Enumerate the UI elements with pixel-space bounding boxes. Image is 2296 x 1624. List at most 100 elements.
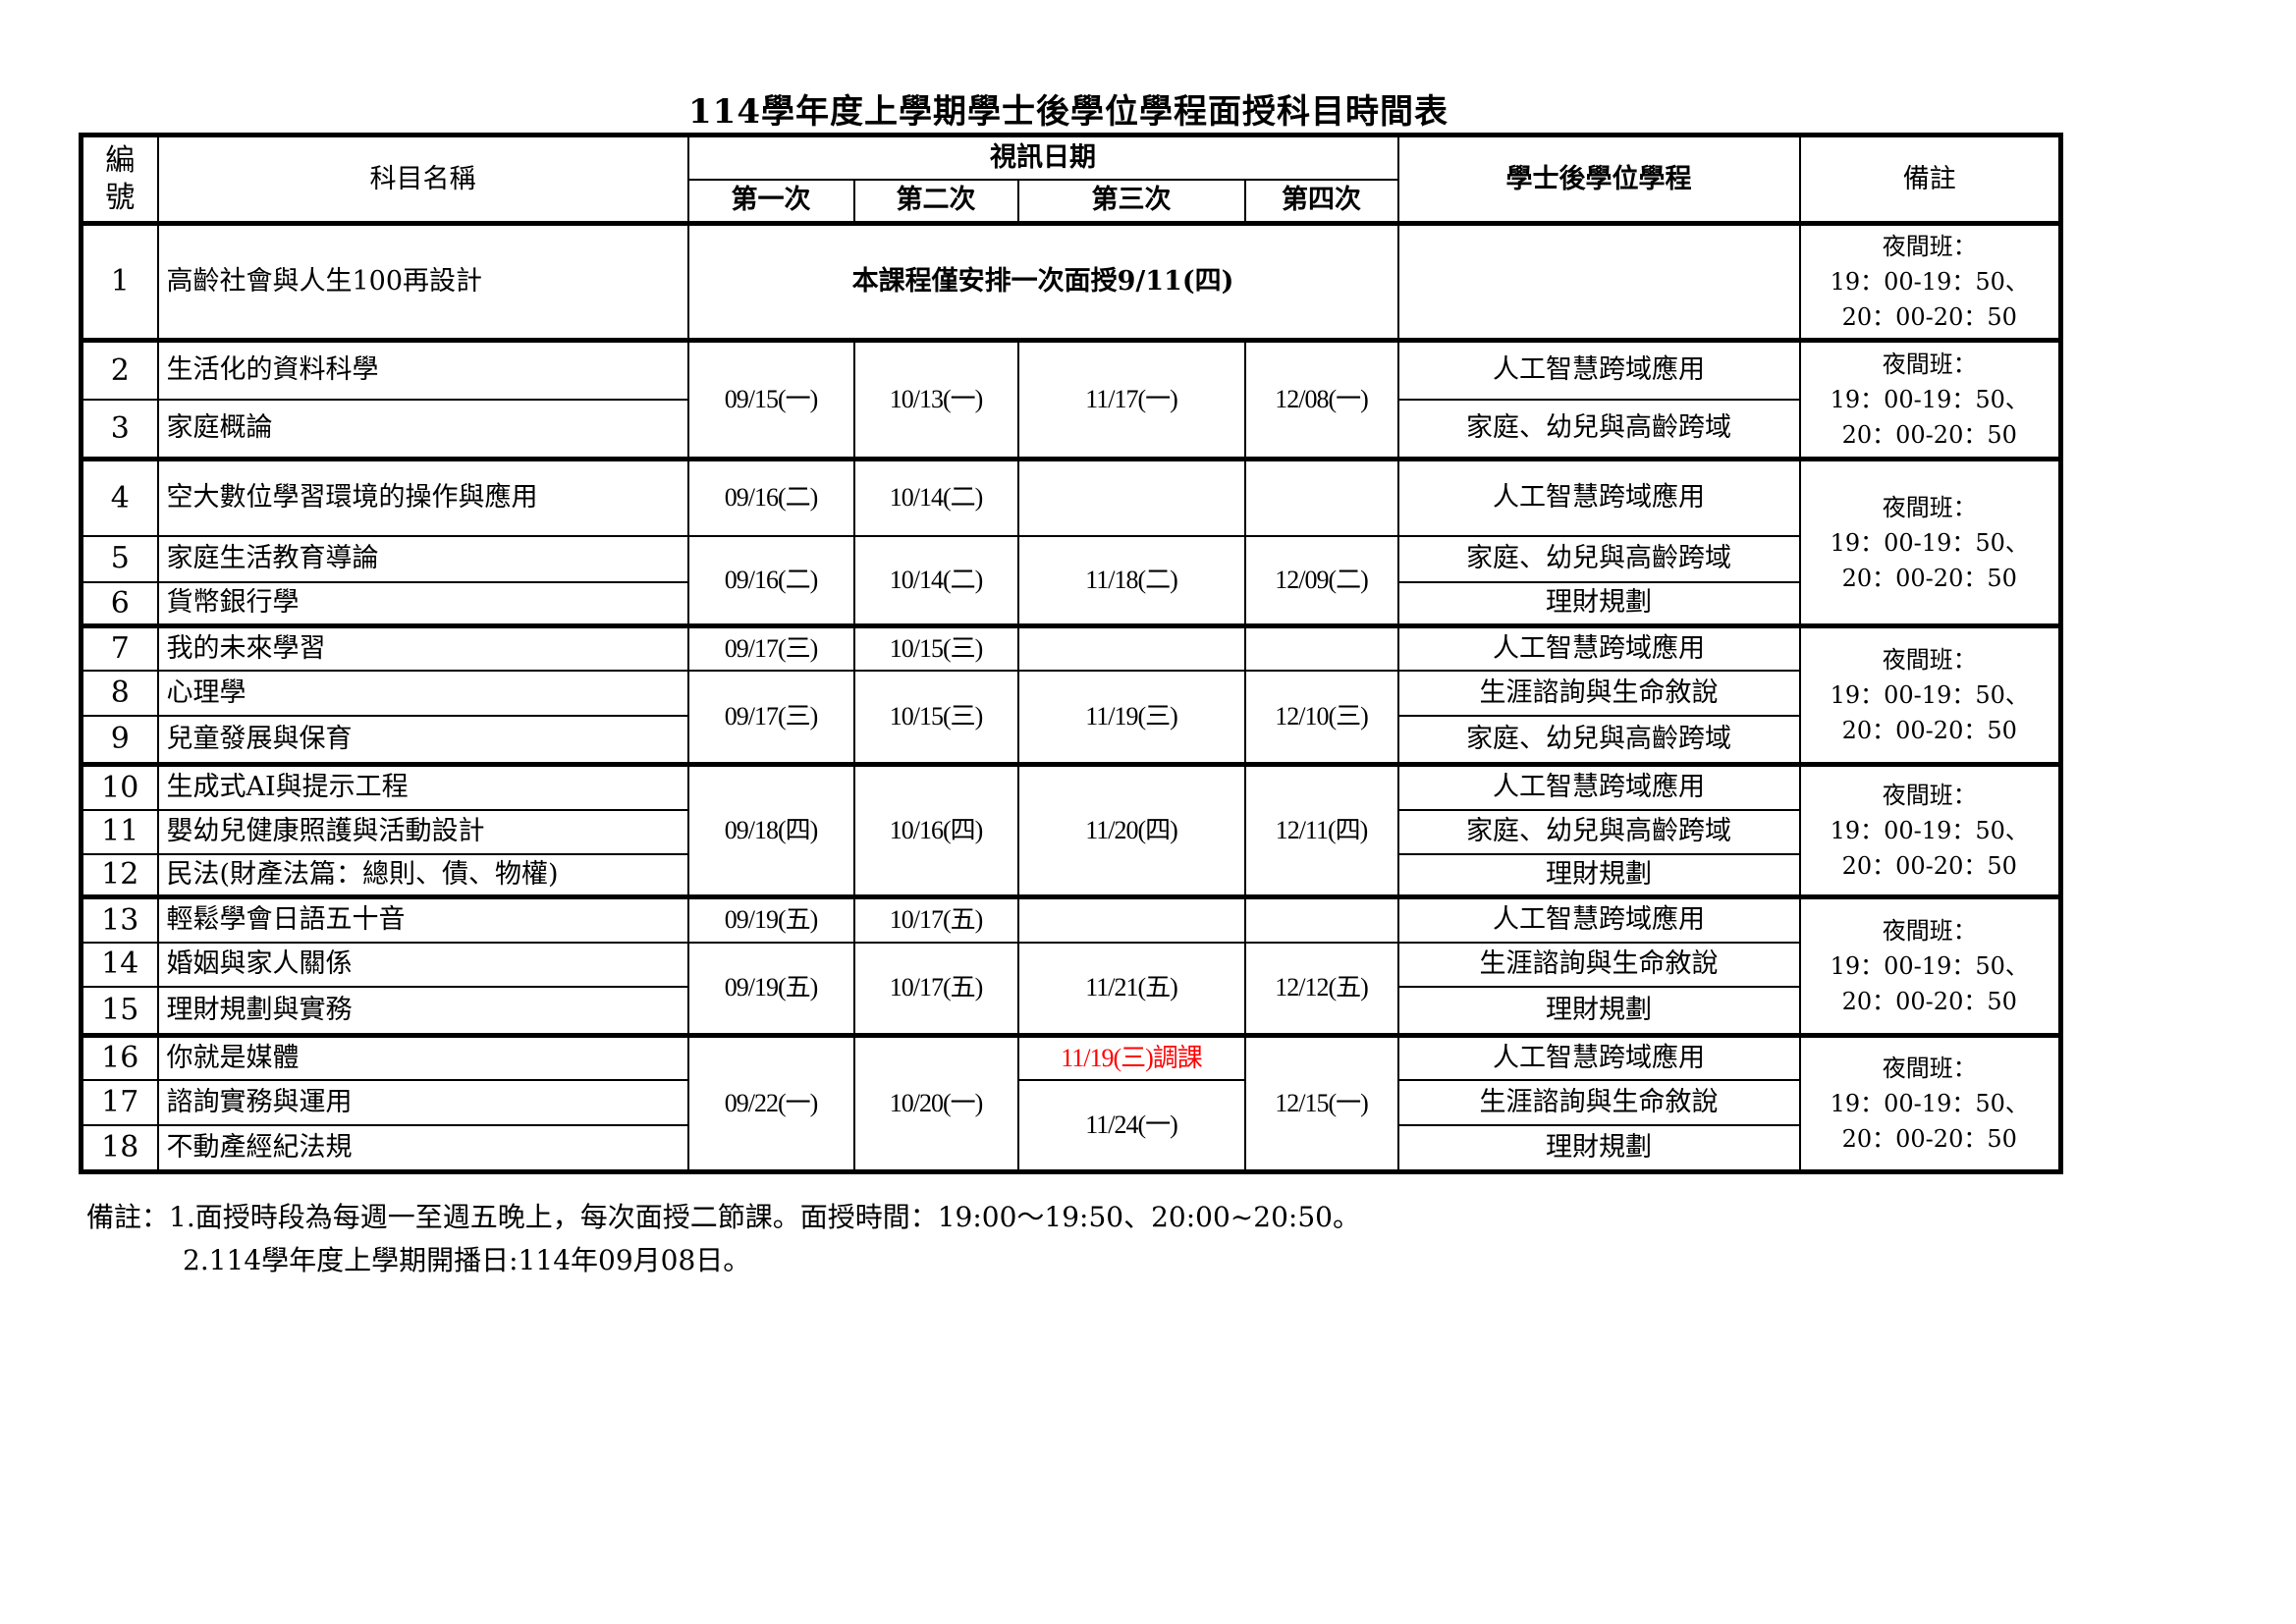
table-row: 9 兒童發展與保育 家庭、幼兒與高齡跨域	[80, 714, 2061, 766]
date-third	[1016, 623, 1246, 672]
table-row: 7 我的未來學習 09/17(三) 10/15(三) 人工智慧跨域應用 夜間班：…	[80, 623, 2062, 766]
row-number: 11	[80, 808, 159, 855]
subject-name: 理財規劃與實務	[156, 985, 689, 1037]
remark: 夜間班： 19：00-19：50、 20：00-20：50	[1798, 457, 2062, 627]
header-remark: 備註	[1798, 134, 2062, 225]
remark: 夜間班： 19：00-19：50、 20：00-20：50	[1798, 1033, 2062, 1173]
table-row: 5 家庭生活教育導論 09/16(二) 10/14(二) 11/18(二) 12…	[80, 534, 2061, 627]
date-third: 11/20(四)	[1016, 762, 1246, 898]
program: 理財規劃	[1396, 1123, 1801, 1173]
date-second: 10/16(四)	[852, 762, 1019, 898]
date-second: 10/17(五)	[852, 941, 1019, 1037]
program: 家庭、幼兒與高齡跨域	[1396, 808, 1801, 855]
table-row: 18 不動產經紀法規 理財規劃	[80, 1123, 2061, 1173]
date-first: 09/19(五)	[686, 941, 855, 1037]
program	[1396, 221, 1801, 342]
program: 理財規劃	[1396, 985, 1801, 1037]
header-second: 第二次	[852, 178, 1019, 225]
row-number: 4	[80, 457, 159, 537]
subject-name: 家庭生活教育導論	[156, 534, 689, 583]
date-fourth	[1243, 457, 1399, 537]
row-number: 15	[80, 985, 159, 1037]
program: 人工智慧跨域應用	[1396, 623, 1801, 672]
date-fourth: 12/10(三)	[1243, 669, 1399, 766]
table-row: 13 輕鬆學會日語五十音 09/19(五) 10/17(五) 人工智慧跨域應用 …	[80, 894, 2062, 1037]
program: 生涯諮詢與生命敘說	[1396, 669, 1801, 717]
table-row: 3 家庭概論 家庭、幼兒與高齡跨域	[80, 398, 2061, 460]
subject-name: 空大數位學習環境的操作與應用	[156, 457, 689, 537]
subject-name: 輕鬆學會日語五十音	[156, 894, 689, 944]
date-fourth: 12/09(二)	[1243, 534, 1399, 627]
program: 生涯諮詢與生命敘說	[1396, 941, 1801, 988]
schedule-table: 編號 科目名稱 視訊日期 學士後學位學程 備註 第一次 第二次 第三次 第四次 …	[79, 133, 2063, 1174]
date-second: 10/15(三)	[852, 669, 1019, 766]
row-number: 3	[80, 398, 159, 460]
footnote-1: 備註：1.面授時段為每週一至週五晚上，每次面授二節課。面授時間：19:00～19…	[86, 1201, 1360, 1233]
subject-name: 貨幣銀行學	[156, 580, 689, 627]
date-third: 11/19(三)	[1016, 669, 1246, 766]
date-fourth: 12/08(一)	[1243, 338, 1399, 460]
table-row: 17 諮詢實務與運用 11/24(一) 生涯諮詢與生命敘說	[80, 1078, 2061, 1173]
program: 家庭、幼兒與高齡跨域	[1396, 398, 1801, 460]
date-fourth: 12/11(四)	[1243, 762, 1399, 898]
subject-name: 生成式AI與提示工程	[156, 762, 689, 811]
date-fourth	[1243, 894, 1399, 944]
footnote-2: 2.114學年度上學期開播日:114年09月08日。	[183, 1244, 751, 1276]
header-row: 編號 科目名稱 視訊日期 學士後學位學程 備註	[80, 134, 2062, 225]
date-first: 09/15(一)	[686, 338, 855, 460]
subject-name: 生活化的資料科學	[156, 338, 689, 401]
remark: 夜間班： 19：00-19：50、 20：00-20：50	[1798, 623, 2062, 766]
program: 人工智慧跨域應用	[1396, 338, 1801, 401]
row-number: 5	[80, 534, 159, 583]
date-first: 09/19(五)	[686, 894, 855, 944]
program: 人工智慧跨域應用	[1396, 1033, 1801, 1081]
row-number: 2	[80, 338, 159, 401]
row-number: 8	[80, 669, 159, 717]
remark: 夜間班： 19：00-19：50、 20：00-20：50	[1798, 762, 2062, 898]
header-fourth: 第四次	[1243, 178, 1399, 225]
remark: 夜間班： 19：00-19：50、 20：00-20：50	[1798, 221, 2062, 342]
header-first: 第一次	[686, 178, 855, 225]
subject-name: 心理學	[156, 669, 689, 717]
table-row: 2 生活化的資料科學 09/15(一) 10/13(一) 11/17(一) 12…	[80, 338, 2062, 460]
row-number: 14	[80, 941, 159, 988]
subject-name: 不動產經紀法規	[156, 1123, 689, 1173]
date-first: 09/22(一)	[686, 1033, 855, 1173]
table-row: 16 你就是媒體 09/22(一) 10/20(一) 11/19(三)調課 12…	[80, 1033, 2062, 1173]
date-first: 09/18(四)	[686, 762, 855, 898]
table-row: 12 民法(財產法篇：總則、債、物權) 理財規劃	[80, 852, 2061, 898]
header-no: 編號	[80, 134, 159, 225]
program: 家庭、幼兒與高齡跨域	[1396, 714, 1801, 766]
page-title: 114學年度上學期學士後學位學程面授科目時間表	[688, 92, 1449, 132]
date-second: 10/13(一)	[852, 338, 1019, 460]
subject-name: 嬰幼兒健康照護與活動設計	[156, 808, 689, 855]
table-row: 8 心理學 09/17(三) 10/15(三) 11/19(三) 12/10(三…	[80, 669, 2061, 766]
date-second: 10/14(二)	[852, 534, 1019, 627]
subject-name: 我的未來學習	[156, 623, 689, 672]
program: 人工智慧跨域應用	[1396, 894, 1801, 944]
row-number: 7	[80, 623, 159, 672]
row-number: 10	[80, 762, 159, 811]
header-video-dates: 視訊日期	[686, 134, 1399, 181]
row-number: 6	[80, 580, 159, 627]
row-number: 9	[80, 714, 159, 766]
table-row: 11 嬰幼兒健康照護與活動設計 家庭、幼兒與高齡跨域	[80, 808, 2061, 855]
date-third-rescheduled: 11/19(三)調課	[1016, 1033, 1246, 1081]
remark: 夜間班： 19：00-19：50、 20：00-20：50	[1798, 894, 2062, 1037]
header-subject: 科目名稱	[156, 134, 689, 225]
header-program: 學士後學位學程	[1396, 134, 1801, 225]
date-third: 11/24(一)	[1016, 1078, 1246, 1173]
row-number: 16	[80, 1033, 159, 1081]
table-row: 10 生成式AI與提示工程 09/18(四) 10/16(四) 11/20(四)…	[80, 762, 2062, 898]
subject-name: 婚姻與家人關係	[156, 941, 689, 988]
date-first: 09/16(二)	[686, 457, 855, 537]
row-number: 18	[80, 1123, 159, 1173]
program: 人工智慧跨域應用	[1396, 762, 1801, 811]
header-third: 第三次	[1016, 178, 1246, 225]
date-third: 11/17(一)	[1016, 338, 1246, 460]
header-row: 第一次 第二次 第三次 第四次	[82, 178, 2061, 225]
table-row: 1 高齡社會與人生100再設計 本課程僅安排一次面授9/11(四) 夜間班： 19…	[80, 221, 2062, 342]
date-first: 09/17(三)	[686, 623, 855, 672]
date-third: 11/21(五)	[1016, 941, 1246, 1037]
table-row: 6 貨幣銀行學 理財規劃	[80, 580, 2061, 627]
